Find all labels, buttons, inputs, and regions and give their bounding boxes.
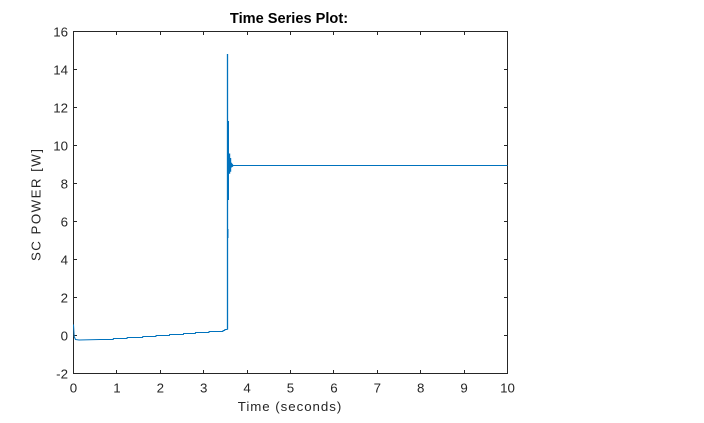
svg-text:0: 0 (61, 329, 68, 344)
svg-text:2: 2 (61, 291, 68, 306)
svg-text:6: 6 (61, 215, 68, 230)
svg-text:3: 3 (200, 381, 207, 396)
svg-text:16: 16 (53, 25, 68, 40)
svg-text:SC POWER [W]: SC POWER [W] (29, 148, 44, 261)
svg-text:4: 4 (61, 253, 68, 268)
svg-text:4: 4 (243, 381, 250, 396)
svg-text:8: 8 (417, 381, 424, 396)
svg-text:10: 10 (53, 139, 68, 154)
svg-text:5: 5 (287, 381, 294, 396)
svg-text:1: 1 (113, 381, 120, 396)
svg-text:Time (seconds): Time (seconds) (238, 399, 342, 414)
svg-text:0: 0 (70, 381, 77, 396)
svg-text:10: 10 (500, 381, 515, 396)
svg-text:9: 9 (460, 381, 467, 396)
svg-text:8: 8 (61, 177, 68, 192)
svg-text:12: 12 (53, 101, 68, 116)
svg-text:-2: -2 (56, 367, 68, 382)
svg-text:7: 7 (374, 381, 381, 396)
svg-text:14: 14 (53, 63, 68, 78)
svg-text:Time Series Plot:: Time Series Plot: (230, 11, 348, 27)
svg-text:2: 2 (157, 381, 164, 396)
svg-text:6: 6 (330, 381, 337, 396)
